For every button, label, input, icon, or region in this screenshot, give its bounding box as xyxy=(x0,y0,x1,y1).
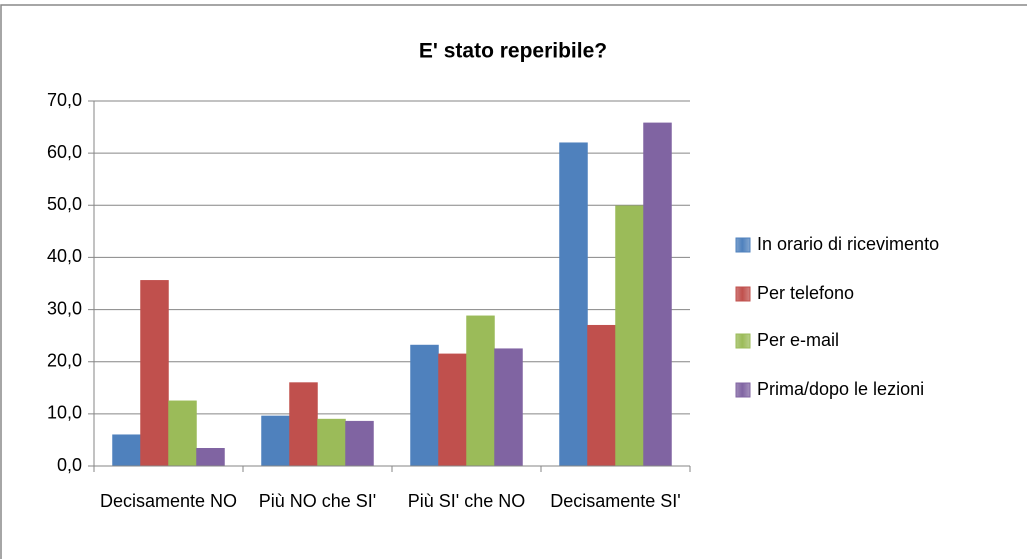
legend-swatch xyxy=(735,286,751,302)
y-tick-label: 30,0 xyxy=(47,298,82,318)
legend-label: In orario di ricevimento xyxy=(757,234,939,254)
bar xyxy=(615,205,644,467)
legend-label: Prima/dopo le lezioni xyxy=(757,379,924,399)
bar xyxy=(112,434,141,467)
bar xyxy=(643,122,672,467)
y-tick-label: 0,0 xyxy=(57,455,82,475)
y-tick-label: 40,0 xyxy=(47,246,82,266)
bar xyxy=(261,415,290,467)
y-tick-label: 70,0 xyxy=(47,90,82,110)
legend-swatch xyxy=(735,237,751,253)
bar xyxy=(345,420,374,467)
bar xyxy=(559,142,588,467)
bar xyxy=(196,448,225,467)
x-tick-label: Decisamente NO xyxy=(99,491,238,511)
bar xyxy=(494,348,523,467)
bar xyxy=(410,344,439,467)
bar xyxy=(168,400,197,467)
chart-border xyxy=(0,4,1027,559)
y-tick-label: 50,0 xyxy=(47,194,82,214)
legend-label: Per e-mail xyxy=(757,330,839,350)
y-tick-label: 60,0 xyxy=(47,142,82,162)
legend-swatch xyxy=(735,382,751,398)
bar xyxy=(317,418,346,467)
bar xyxy=(140,280,169,467)
legend-swatch xyxy=(735,333,751,349)
chart-title: E' stato reperibile? xyxy=(419,40,607,63)
legend-label: Per telefono xyxy=(757,283,854,303)
bar xyxy=(466,315,495,467)
x-tick-label: Decisamente SI' xyxy=(550,491,681,511)
bar xyxy=(587,324,616,467)
bar xyxy=(289,382,318,467)
x-tick-label: Più SI' che NO xyxy=(407,491,526,511)
bar xyxy=(438,353,467,467)
y-tick-label: 10,0 xyxy=(47,403,82,423)
x-tick-label: Più NO che SI' xyxy=(258,491,377,511)
y-tick-label: 20,0 xyxy=(47,350,82,370)
